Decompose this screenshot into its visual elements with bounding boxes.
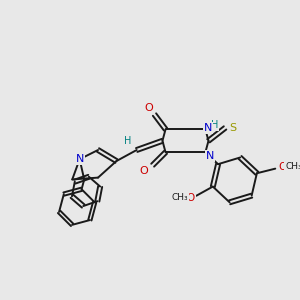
Text: O: O (278, 162, 287, 172)
Text: CH₃: CH₃ (171, 193, 188, 202)
Text: N: N (204, 123, 212, 134)
Text: H: H (211, 120, 218, 130)
Text: H: H (124, 136, 131, 146)
Text: S: S (229, 123, 236, 133)
Text: N: N (206, 151, 214, 161)
Text: O: O (139, 166, 148, 176)
Text: O: O (187, 193, 195, 202)
Text: N: N (75, 154, 84, 164)
Text: CH₃: CH₃ (285, 162, 300, 171)
Text: O: O (145, 103, 153, 113)
